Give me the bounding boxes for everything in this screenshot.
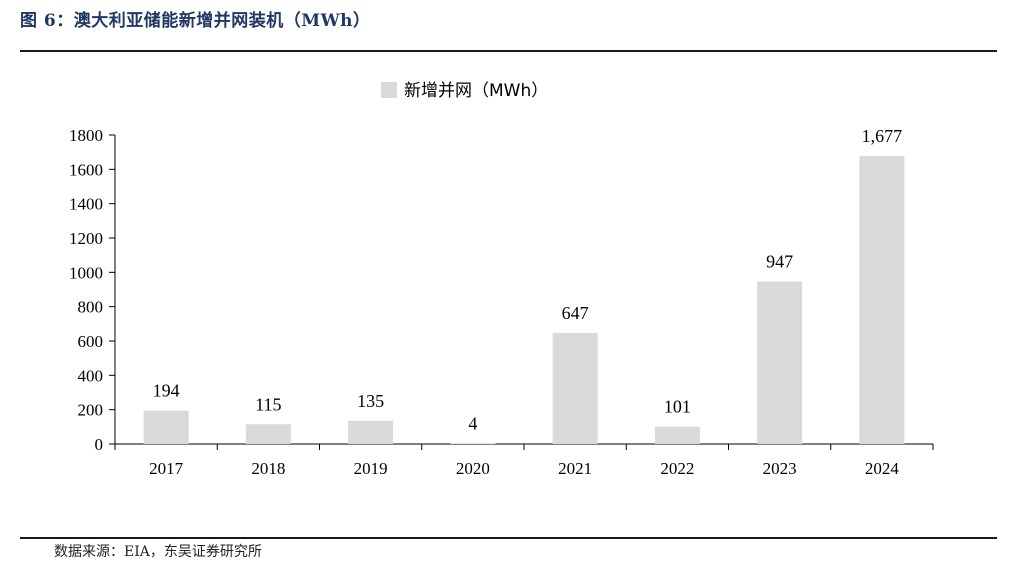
data-label: 101 (664, 397, 691, 417)
source-note: 数据来源：EIA，东吴证券研究所 (54, 544, 262, 560)
y-tick-label: 400 (78, 366, 104, 385)
y-tick-label: 1400 (69, 195, 103, 214)
figure-title: 图 6：澳大利亚储能新增并网装机（MWh） (20, 11, 371, 31)
x-axis: 2017 2018 2019 2020 2021 2022 2023 2024 (114, 443, 934, 478)
bar (245, 424, 291, 444)
data-label: 115 (255, 394, 281, 414)
data-label: 647 (562, 303, 589, 323)
x-tick-label: 2019 (354, 459, 388, 478)
legend-swatch (381, 82, 397, 98)
y-axis: 0 200 400 600 800 1000 1200 1400 1600 1800 (69, 126, 116, 454)
top-rule (20, 50, 997, 52)
x-tick-label: 2018 (251, 459, 285, 478)
x-tick-label: 2023 (763, 459, 797, 478)
data-label: 4 (468, 413, 477, 433)
data-label: 135 (357, 391, 384, 411)
y-tick-label: 800 (78, 298, 104, 317)
x-tick-label: 2021 (558, 459, 592, 478)
data-label: 947 (766, 251, 793, 271)
y-tick-label: 1800 (69, 126, 103, 145)
bar (654, 426, 700, 444)
legend: 新增并网（MWh） (381, 81, 548, 101)
bottom-rule (20, 537, 997, 539)
data-label: 1,677 (862, 126, 903, 146)
y-tick-label: 0 (95, 435, 104, 454)
y-tick-label: 1200 (69, 229, 103, 248)
y-tick-label: 200 (78, 401, 104, 420)
legend-label: 新增并网（MWh） (404, 81, 548, 101)
y-tick-label: 1000 (69, 263, 103, 282)
bar (757, 281, 803, 444)
bar (143, 410, 189, 444)
x-tick-label: 2022 (660, 459, 694, 478)
x-tick-label: 2017 (149, 459, 184, 478)
data-label: 194 (153, 381, 180, 401)
x-tick-label: 2024 (865, 459, 900, 478)
data-labels: 194 115 135 4 647 101 947 1,677 (153, 126, 903, 433)
x-tick-label: 2020 (456, 459, 490, 478)
bars (143, 156, 905, 445)
bar (552, 332, 598, 444)
bar (859, 156, 905, 445)
y-tick-label: 600 (78, 332, 104, 351)
bar (348, 420, 394, 444)
y-tick-label: 1600 (69, 160, 103, 179)
bar (450, 443, 496, 444)
